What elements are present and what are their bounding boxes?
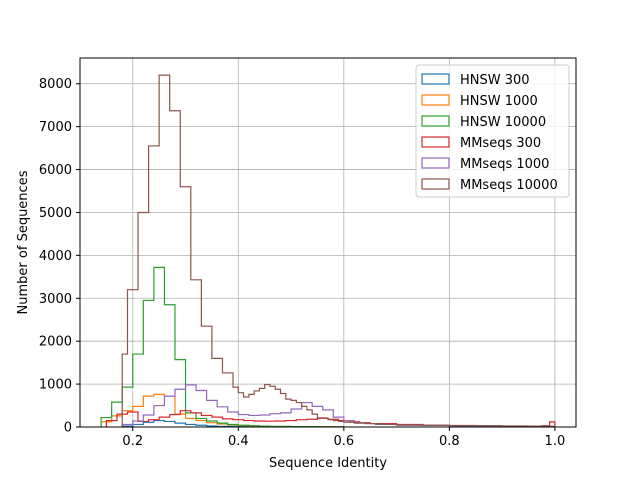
y-tick-label: 0 bbox=[64, 421, 72, 436]
legend-swatch bbox=[421, 178, 450, 190]
series-hnsw-1000-histogram bbox=[100, 393, 345, 428]
legend-swatch bbox=[421, 136, 450, 148]
series-mmseqs-300-histogram bbox=[105, 410, 556, 427]
y-axis-label: Number of Sequences bbox=[16, 170, 31, 314]
legend-swatch bbox=[421, 115, 450, 127]
legend-swatch bbox=[421, 94, 450, 106]
legend-label: MMseqs 1000 bbox=[460, 157, 549, 172]
legend-label: MMseqs 300 bbox=[460, 136, 541, 151]
x-tick-label: 0.2 bbox=[122, 434, 143, 449]
legend-box bbox=[415, 64, 570, 198]
legend-swatch bbox=[421, 73, 450, 85]
legend-label: HNSW 300 bbox=[460, 73, 530, 88]
series-mmseqs-10000-histogram bbox=[121, 74, 556, 427]
y-tick-label: 7000 bbox=[39, 120, 72, 135]
y-tick-label: 6000 bbox=[39, 163, 72, 178]
plot-frame bbox=[79, 57, 577, 428]
y-tick-label: 8000 bbox=[39, 77, 72, 92]
x-axis-label: Sequence Identity bbox=[269, 456, 387, 471]
legend-label: HNSW 1000 bbox=[460, 94, 538, 109]
y-tick-label: 4000 bbox=[39, 249, 72, 264]
x-tick-label: 0.4 bbox=[228, 434, 249, 449]
y-tick-label: 2000 bbox=[39, 335, 72, 350]
x-tick-label: 0.6 bbox=[333, 434, 354, 449]
y-tick-label: 1000 bbox=[39, 378, 72, 393]
series-hnsw-10000-histogram bbox=[100, 266, 345, 428]
legend-label: HNSW 10000 bbox=[460, 115, 546, 130]
x-tick-label: 1.0 bbox=[545, 434, 566, 449]
x-tick-label: 0.8 bbox=[439, 434, 460, 449]
axis-ticks: 0.2 0.4 0.6 0.8 1.0 0 1000 2000 3000 4000 5000 6000… bbox=[39, 77, 565, 449]
legend-label: MMseqs 10000 bbox=[460, 178, 558, 193]
legend: HNSW 300 HNSW 1000 HNSW 10000 MMseqs 300 MMs… bbox=[415, 64, 570, 198]
y-tick-label: 3000 bbox=[39, 292, 72, 307]
y-tick-label: 5000 bbox=[39, 206, 72, 221]
legend-swatch bbox=[421, 157, 450, 169]
